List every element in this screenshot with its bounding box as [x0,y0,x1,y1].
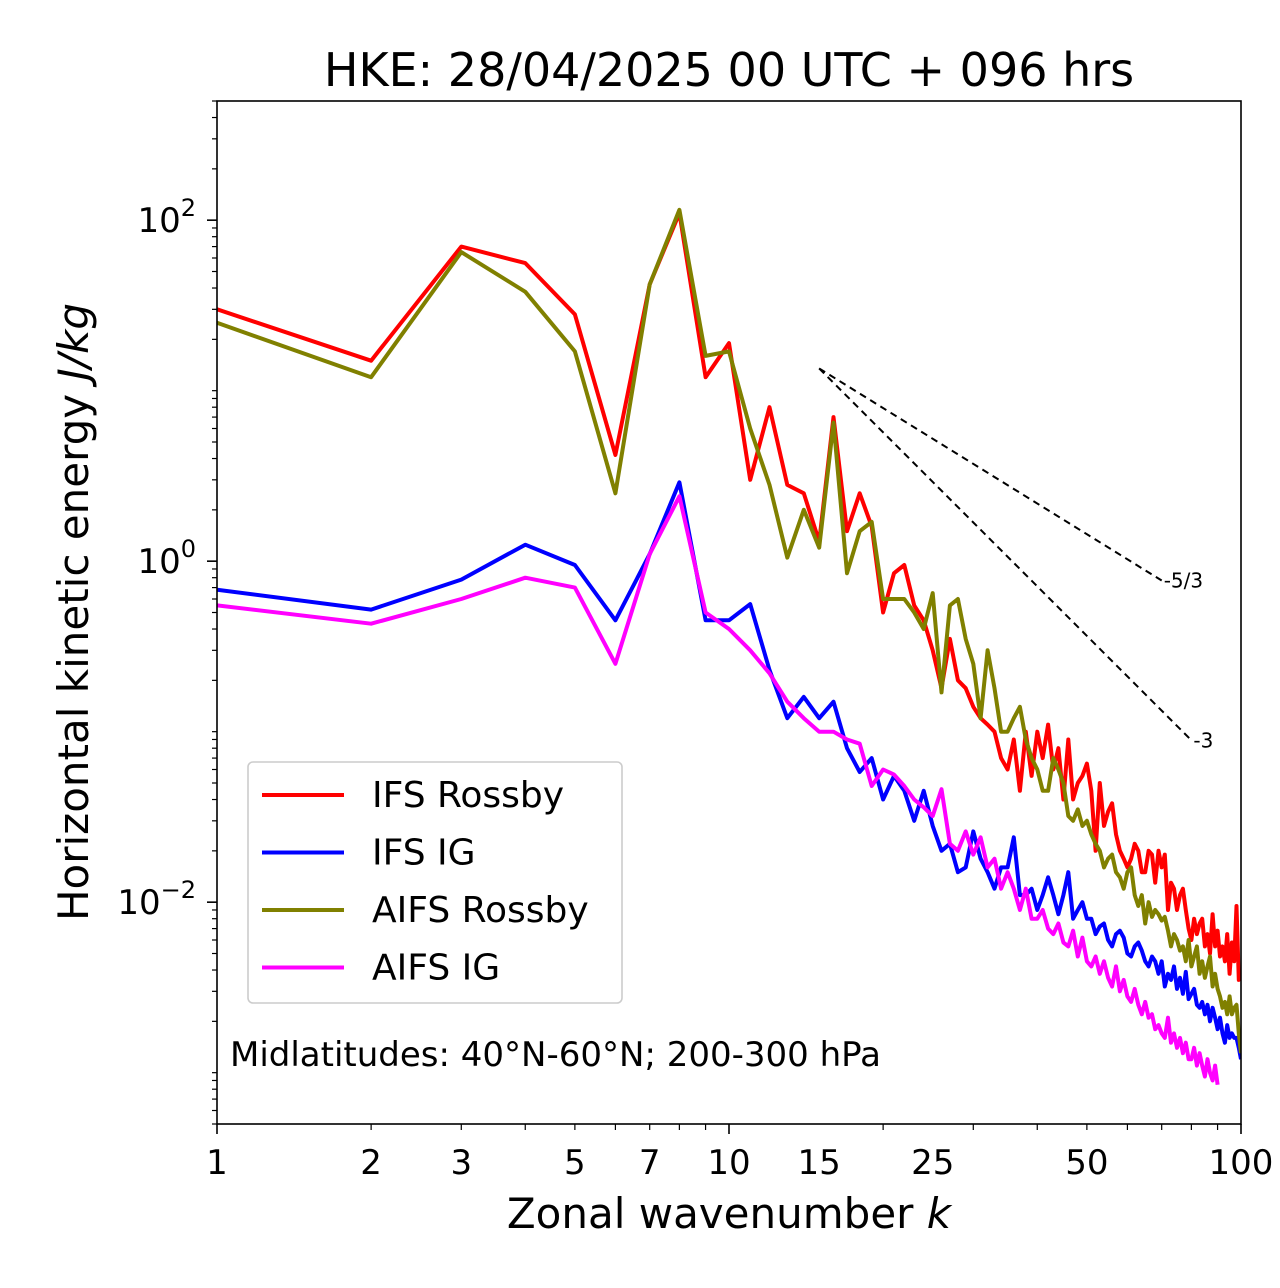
series-line-aifs-rossby [217,207,1241,1054]
x-tick-label: 50 [1065,1143,1108,1183]
x-tick-label: 1 [206,1143,228,1183]
reference-line-label: -5/3 [1164,569,1203,593]
x-axis-ticks [216,1124,1242,1134]
x-tick-label: 100 [1209,1143,1274,1183]
series-line-aifs-ig [217,494,1220,1085]
reference-lines [818,367,1193,742]
region-annotation: Midlatitudes: 40°N-60°N; 200-300 hPa [230,1035,881,1075]
legend-item-ifs-rossby: IFS Rossby [262,775,564,816]
y-tick-label: 10−2 [117,876,196,923]
x-tick-label: 3 [450,1143,472,1183]
y-axis-ticks [207,100,217,1125]
series-layer [217,207,1241,1085]
chart-title: HKE: 28/04/2025 00 UTC + 096 hrs [324,43,1134,97]
x-axis-tick-labels: 1 2 3 5 7 10 15 25 50 100 [206,1143,1273,1183]
series-line-ifs-ig [217,480,1241,1060]
legend-items: IFS Rossby IFS IG AIFS Rossby AIFS IG [262,775,589,989]
y-axis-tick-labels: 102 100 10−2 [117,194,196,923]
y-tick-label: 102 [137,194,196,241]
legend-item-ifs-ig: IFS IG [262,833,476,874]
legend-item-aifs-ig: AIFS IG [262,948,500,989]
x-tick-label: 25 [911,1143,954,1183]
x-tick-label: 15 [798,1143,841,1183]
reference-line-3 [818,367,1193,742]
x-axis-label: Zonal wavenumber k [507,1189,953,1238]
legend-label: IFS Rossby [372,775,564,816]
legend-item-aifs-rossby: AIFS Rossby [262,890,589,931]
reference-line-labels: -5/3 -3 [1164,569,1214,753]
legend-box [247,761,623,1004]
x-tick-label: 5 [564,1143,586,1183]
legend-label: AIFS Rossby [372,890,589,931]
series-line-ifs-rossby [217,211,1241,982]
x-tick-label: 10 [707,1143,750,1183]
y-tick-label: 100 [137,535,196,582]
legend-label: IFS IG [372,833,476,874]
legend-label: AIFS IG [372,948,500,989]
x-tick-label: 7 [639,1143,661,1183]
x-tick-label: 2 [360,1143,382,1183]
y-axis-label: Horizontal kinetic energy J/kg [49,303,98,921]
reference-line-label: -3 [1193,728,1213,752]
legend: IFS Rossby IFS IG AIFS Rossby AIFS IG [247,761,623,1004]
